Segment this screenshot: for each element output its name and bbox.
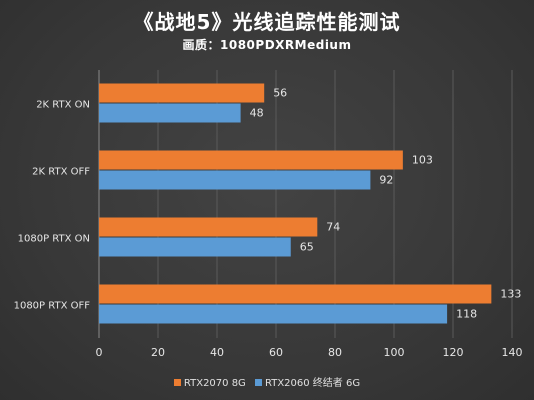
category-label: 2K RTX OFF — [32, 167, 90, 178]
x-tick-label: 140 — [502, 346, 523, 359]
x-tick-label: 40 — [210, 346, 224, 359]
bar-rtx2060 — [99, 170, 371, 190]
x-tick-label: 20 — [151, 346, 165, 359]
x-tick-label: 60 — [269, 346, 283, 359]
legend-label-rtx2060: RTX2060 终结者 6G — [265, 378, 361, 389]
chart-subtitle: 画质：1080PDXRMedium — [182, 38, 352, 52]
x-tick-label: 120 — [443, 346, 464, 359]
data-label: 92 — [379, 174, 393, 187]
data-label: 103 — [412, 154, 433, 167]
chart-title: 《战地5》光线追踪性能测试 — [133, 10, 401, 34]
data-label: 133 — [500, 288, 521, 301]
data-label: 48 — [250, 107, 264, 120]
legend-label-rtx2070: RTX2070 8G — [183, 378, 246, 389]
legend-swatch-rtx2070 — [173, 378, 181, 386]
legend: RTX2070 8G RTX2060 终结者 6G — [0, 374, 534, 389]
data-label: 56 — [273, 87, 287, 100]
x-tick-label: 80 — [328, 346, 342, 359]
legend-swatch-rtx2060 — [255, 378, 262, 386]
data-label: 74 — [326, 221, 340, 234]
legend-item-rtx2060: RTX2060 终结者 6G — [255, 374, 360, 389]
legend-item-rtx2070: RTX2070 8G — [173, 378, 246, 389]
data-label: 118 — [456, 308, 477, 321]
category-label: 1080P RTX ON — [18, 234, 90, 245]
bar-rtx2070 — [99, 150, 403, 170]
category-label: 1080P RTX OFF — [14, 301, 91, 312]
bar-rtx2070 — [99, 83, 265, 103]
bar-rtx2060 — [99, 103, 241, 123]
x-tick-label: 100 — [384, 346, 405, 359]
category-label: 2K RTX ON — [36, 100, 90, 111]
bar-rtx2070 — [99, 217, 318, 237]
bar-rtx2060 — [99, 304, 448, 324]
bar-rtx2060 — [99, 237, 291, 257]
x-tick-label: 0 — [96, 346, 103, 359]
data-label: 65 — [300, 241, 314, 254]
bar-rtx2070 — [99, 284, 492, 304]
